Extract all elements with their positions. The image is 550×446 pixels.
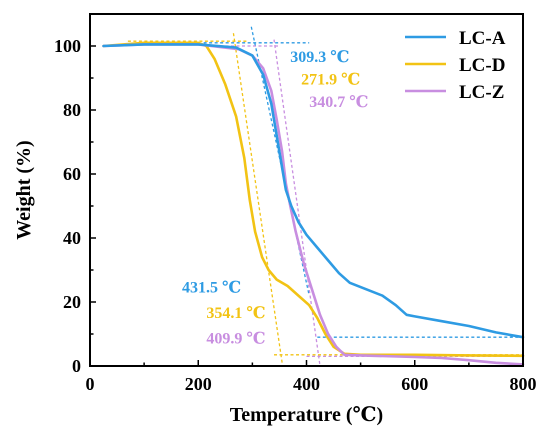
x-axis-title: Temperature (℃) bbox=[230, 404, 383, 426]
axes-group: 0 200 400 600 800 0 20 40 60 80 100 bbox=[54, 13, 537, 394]
y-tick-label-0: 0 bbox=[72, 356, 81, 376]
x-tick-label-1: 200 bbox=[185, 374, 212, 394]
x-tick-label-3: 600 bbox=[401, 374, 428, 394]
legend-label-lc-z: LC-Z bbox=[459, 82, 504, 103]
annotations-group: 309.3 ℃ 271.9 ℃ 340.7 ℃ 431.5 ℃ 354.1 ℃ 409.9… bbox=[182, 49, 368, 348]
series-line-lc-a bbox=[102, 43, 525, 339]
legend-label-lc-a: LC-A bbox=[459, 28, 506, 49]
annotation-label-1: 271.9 ℃ bbox=[301, 71, 360, 88]
y-tick-label-4: 80 bbox=[63, 100, 81, 120]
y-axis-title: Weight (%) bbox=[13, 140, 35, 239]
tangent-line-7 bbox=[273, 39, 321, 367]
y-tick-label-2: 40 bbox=[63, 228, 81, 248]
y-tick-label-5: 100 bbox=[54, 36, 81, 56]
annotation-label-3: 431.5 ℃ bbox=[182, 279, 241, 296]
legend: LC-A LC-D LC-Z bbox=[405, 28, 506, 103]
annotation-label-4: 354.1 ℃ bbox=[206, 305, 265, 322]
annotation-label-2: 340.7 ℃ bbox=[309, 94, 368, 111]
annotation-label-5: 409.9 ℃ bbox=[206, 331, 265, 348]
annotation-label-0: 309.3 ℃ bbox=[290, 49, 349, 66]
x-tick-label-2: 400 bbox=[293, 374, 320, 394]
y-tick-label-3: 60 bbox=[63, 164, 81, 184]
x-tick-label-0: 0 bbox=[86, 374, 95, 394]
y-tick-label-1: 20 bbox=[63, 292, 81, 312]
series-group bbox=[102, 41, 525, 366]
legend-label-lc-d: LC-D bbox=[459, 55, 505, 76]
tangent-line-4 bbox=[232, 33, 283, 363]
x-tick-label-4: 800 bbox=[510, 374, 537, 394]
